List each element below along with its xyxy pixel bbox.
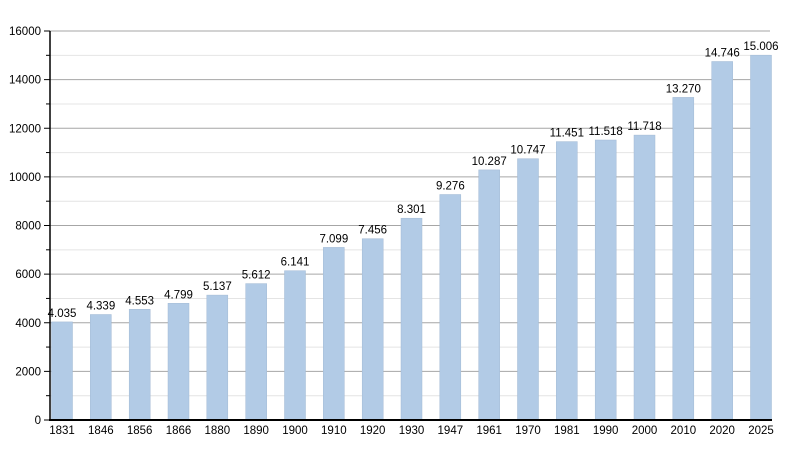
bar <box>284 270 306 421</box>
x-tick-label: 1831 <box>49 425 75 437</box>
bar-value-label: 7.099 <box>319 233 348 245</box>
y-tick-label: 14000 <box>9 75 41 87</box>
x-tick-label: 1846 <box>88 425 114 437</box>
y-tick-label: 0 <box>35 415 41 427</box>
bar-value-label: 8.301 <box>397 204 426 216</box>
bar-value-label: 4.339 <box>86 301 115 313</box>
x-tick-label: 1866 <box>166 425 192 437</box>
bar-value-label: 11.451 <box>550 128 584 140</box>
bar-value-label: 9.276 <box>436 181 465 193</box>
bar-value-label: 7.456 <box>358 225 387 237</box>
bar-value-label: 11.718 <box>627 121 661 133</box>
x-tick-label: 1981 <box>554 425 580 437</box>
bar <box>478 169 500 421</box>
x-tick-label: 1990 <box>593 425 619 437</box>
bar-value-label: 5.612 <box>242 270 271 282</box>
bar-value-label: 14.746 <box>705 48 740 60</box>
bar-value-label: 10.287 <box>472 156 507 168</box>
bar <box>128 309 151 421</box>
y-tick-label: 4000 <box>15 318 41 330</box>
bar-value-label: 4.553 <box>125 295 154 307</box>
bar-value-label: 15.006 <box>743 41 778 53</box>
x-tick-label: 2010 <box>671 425 697 437</box>
bar <box>51 321 73 421</box>
bar <box>400 217 423 421</box>
bar <box>323 247 345 421</box>
x-tick-label: 2020 <box>709 425 735 437</box>
y-tick-label: 12000 <box>9 123 41 135</box>
x-tick-label: 1947 <box>438 425 464 437</box>
bar <box>556 141 578 421</box>
bar <box>672 97 695 421</box>
bar <box>167 303 190 421</box>
bar-value-label: 4.799 <box>164 289 193 301</box>
x-tick-label: 1890 <box>243 425 269 437</box>
bar-value-label: 5.137 <box>203 281 232 293</box>
x-tick-label: 1961 <box>476 425 502 437</box>
bar <box>517 158 539 421</box>
x-tick-label: 1900 <box>282 425 308 437</box>
y-tick-label: 10000 <box>9 172 41 184</box>
bar-value-label: 6.141 <box>281 257 310 269</box>
x-tick-label: 1920 <box>360 425 386 437</box>
y-tick-label: 6000 <box>15 269 41 281</box>
bar-value-label: 13.270 <box>666 83 701 95</box>
bar <box>361 238 384 421</box>
bar <box>633 134 656 421</box>
y-tick-label: 16000 <box>9 26 41 38</box>
bar-value-label: 4.035 <box>48 308 77 320</box>
x-tick-label: 2025 <box>748 425 774 437</box>
bar-value-label: 11.518 <box>589 126 623 138</box>
bar <box>594 139 617 421</box>
x-tick-label: 1880 <box>205 425 231 437</box>
x-tick-label: 2000 <box>632 425 658 437</box>
bar <box>711 61 733 421</box>
bar <box>90 314 112 421</box>
y-tick-label: 2000 <box>15 366 41 378</box>
x-tick-label: 1930 <box>399 425 425 437</box>
x-tick-label: 1910 <box>321 425 347 437</box>
x-tick-label: 1970 <box>515 425 541 437</box>
bar <box>206 294 229 421</box>
bar <box>439 194 462 421</box>
bar <box>245 283 267 421</box>
bar <box>750 54 772 421</box>
bar-value-label: 10.747 <box>510 145 545 157</box>
x-tick-label: 1856 <box>127 425 153 437</box>
y-tick-label: 8000 <box>15 221 41 233</box>
